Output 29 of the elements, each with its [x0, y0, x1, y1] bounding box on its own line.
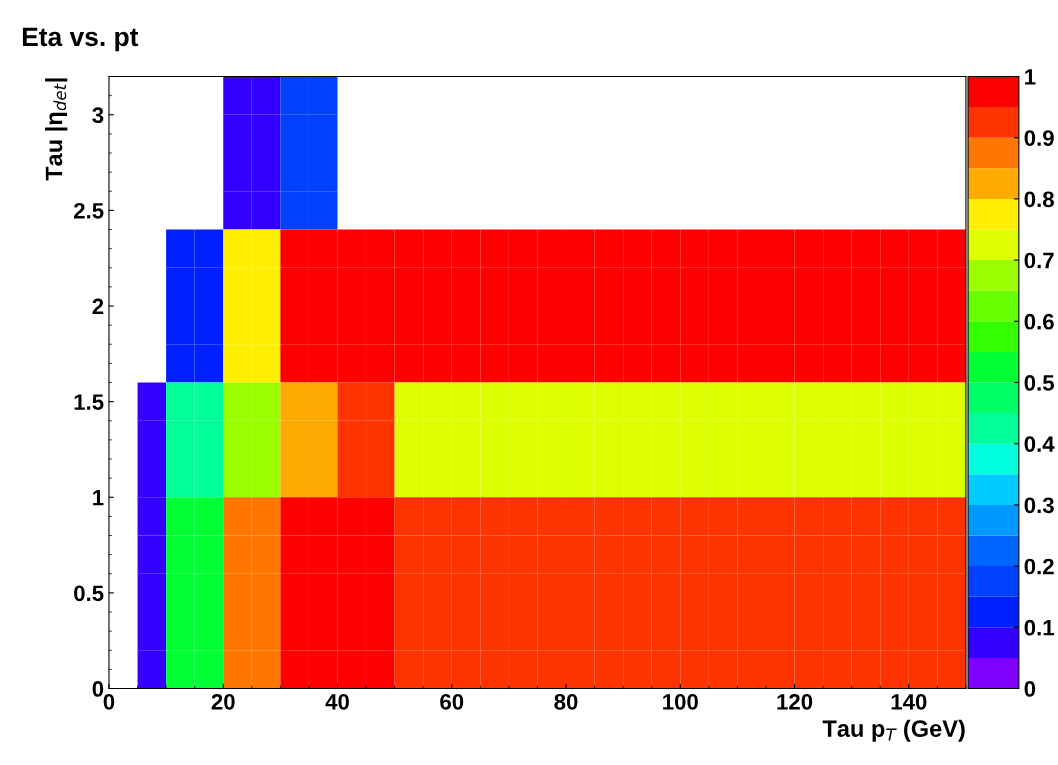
color-bar-label: 1: [1025, 69, 1036, 85]
x-tick-label: 120: [777, 693, 813, 710]
x-axis-title: Tau p$_{T}$ (GeV): [822, 719, 965, 742]
color-bar-label: 0: [1024, 681, 1036, 697]
y-tick-label: 1: [93, 490, 104, 506]
y-tick-label: 2: [92, 298, 104, 315]
color-bar-label: 0.8: [1024, 191, 1054, 208]
color-bar-label: 0.3: [1024, 497, 1054, 514]
x-tick-label: 20: [211, 693, 235, 710]
color-bar-label: 0.5: [1024, 375, 1054, 391]
x-tick-label: 80: [554, 693, 578, 710]
color-bar-label: 0.7: [1024, 252, 1054, 269]
y-axis-title: Tau |η$_{det}$|: [45, 78, 68, 181]
color-bar-label: 0.9: [1024, 130, 1054, 146]
x-tick-label: 40: [325, 693, 349, 710]
x-tick-label: 140: [891, 693, 927, 710]
x-tick-label: 0: [103, 693, 115, 710]
color-bar-label: 0.4: [1024, 436, 1055, 452]
chart-title: Eta vs. pt: [22, 27, 139, 52]
color-bar-label: 0.2: [1024, 558, 1054, 575]
color-bar-label: 0.1: [1024, 619, 1054, 636]
x-tick-label: 60: [440, 693, 464, 710]
y-tick-label: 3: [92, 107, 104, 124]
y-tick-label: 1.5: [74, 394, 104, 410]
x-tick-label: 100: [663, 693, 698, 710]
y-tick-label: 2.5: [73, 202, 104, 219]
color-bar-label: 0.6: [1024, 313, 1054, 330]
y-tick-label: 0.5: [74, 585, 104, 602]
y-tick-label: 0: [92, 681, 104, 697]
